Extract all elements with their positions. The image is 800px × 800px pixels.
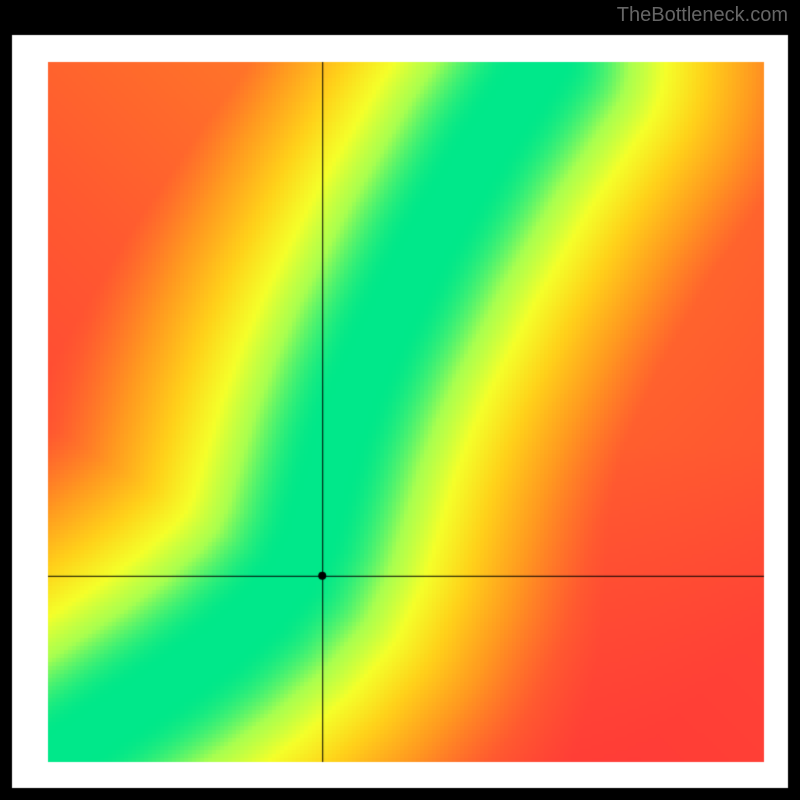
heatmap-canvas [0, 0, 800, 800]
watermark-text: TheBottleneck.com [617, 4, 788, 27]
chart-container: TheBottleneck.com [0, 0, 800, 800]
